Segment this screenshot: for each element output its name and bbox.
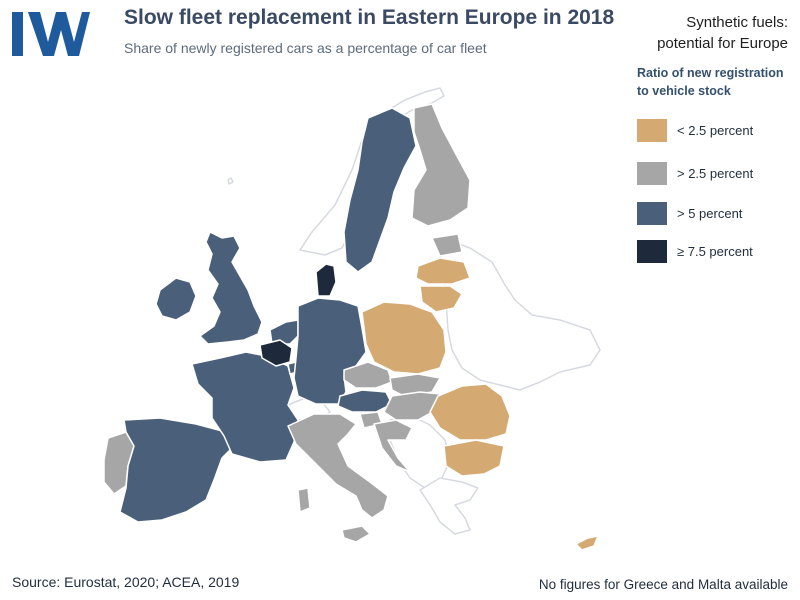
italy-country <box>287 413 389 519</box>
legend-swatch <box>637 240 667 263</box>
iceland-outline <box>227 177 234 185</box>
legend-label: > 2.5 percent <box>677 166 754 181</box>
legend-swatch <box>637 119 667 142</box>
netherlands-country <box>269 319 299 345</box>
series-label: Synthetic fuels: potential for Europe <box>657 12 788 54</box>
series-label-line1: Synthetic fuels: <box>686 14 788 31</box>
czechia-country <box>343 361 393 389</box>
romania-country <box>429 383 511 441</box>
lithuania-country <box>419 285 463 313</box>
germany-country <box>293 297 367 405</box>
legend-title: Ratio of new registration to vehicle sto… <box>637 64 797 100</box>
slovakia-country <box>389 373 441 397</box>
logo-i-bar <box>12 12 23 56</box>
bulgaria-country <box>443 439 505 477</box>
finland-country <box>411 103 471 227</box>
source-note: Source: Eurostat, 2020; ACEA, 2019 <box>12 574 240 590</box>
sicily-country <box>341 525 371 543</box>
legend-title-line1: Ratio of new registration <box>637 66 784 80</box>
hungary-country <box>383 391 441 421</box>
estonia-country <box>431 233 463 257</box>
austria-country <box>337 389 393 413</box>
legend-item-gt5: > 5 percent <box>637 202 742 225</box>
poland-country <box>361 301 447 375</box>
legend-swatch <box>637 162 667 185</box>
page-subtitle: Share of newly registered cars as a perc… <box>124 40 487 56</box>
logo-w-shape <box>28 12 90 56</box>
series-label-line2: potential for Europe <box>657 35 788 52</box>
iw-logo <box>12 12 90 56</box>
france-country <box>191 351 299 463</box>
legend-label: > 5 percent <box>677 206 743 221</box>
sweden-country <box>343 107 417 273</box>
denmark-country <box>315 263 337 297</box>
ireland-country <box>155 277 197 321</box>
united-kingdom-country <box>199 231 263 345</box>
page-title: Slow fleet replacement in Eastern Europe… <box>124 6 615 29</box>
legend-item-ge75: ≥ 7.5 percent <box>637 240 753 263</box>
legend-swatch <box>637 202 667 225</box>
greece-outline <box>419 477 479 535</box>
croatia-country <box>373 419 413 473</box>
sardinia-country <box>297 487 311 513</box>
latvia-country <box>415 257 471 285</box>
spain-country <box>119 417 237 523</box>
legend-item-lt25: < 2.5 percent <box>637 119 753 142</box>
legend-label: ≥ 7.5 percent <box>677 244 753 259</box>
cyprus-country <box>575 535 599 551</box>
legend-label: < 2.5 percent <box>677 123 754 138</box>
belgium-country <box>259 339 293 367</box>
legend-item-gt25: > 2.5 percent <box>637 162 753 185</box>
legend-title-line2: to vehicle stock <box>637 84 731 98</box>
availability-note: No figures for Greece and Malta availabl… <box>538 577 788 592</box>
europe-map <box>103 87 601 551</box>
eastern-outline <box>439 239 601 391</box>
